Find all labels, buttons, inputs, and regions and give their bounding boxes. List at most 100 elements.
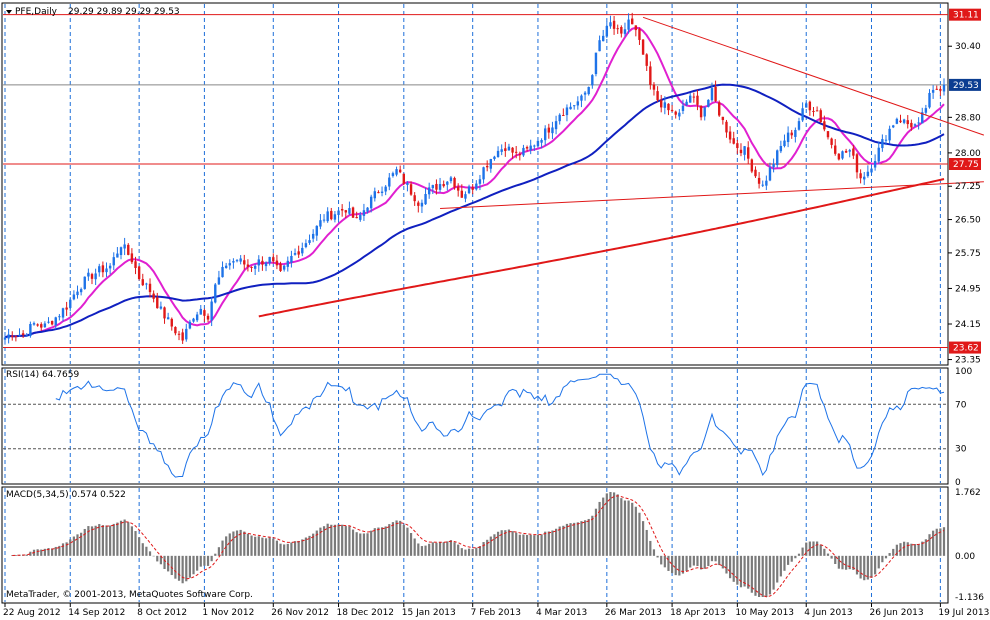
candle-body — [152, 293, 155, 299]
candle-body — [431, 185, 435, 189]
macd-bar — [758, 555, 761, 597]
candle-body — [268, 256, 271, 264]
vertical-grid — [4, 4, 941, 602]
candle-body — [192, 318, 195, 322]
macd-bar — [341, 524, 344, 556]
macd-bar — [554, 528, 558, 556]
price-panel[interactable] — [1, 2, 949, 366]
y-tick-label: 25.75 — [955, 249, 981, 259]
candle-body — [902, 119, 906, 123]
trendlines — [440, 16, 985, 209]
macd-bar — [435, 542, 438, 556]
candle-body — [830, 138, 833, 145]
last-price-label: 29.53 — [953, 81, 979, 91]
candle-body — [195, 314, 199, 321]
candle-body — [525, 147, 529, 149]
macd-bar — [471, 549, 474, 556]
price-level-label: 27.75 — [953, 160, 979, 170]
last-price-flag — [949, 78, 981, 91]
macd-bar — [377, 527, 380, 556]
candle-body — [235, 260, 239, 262]
macd-bar — [301, 539, 304, 556]
candle-body — [685, 101, 688, 106]
x-tick-label: 26 Jun 2013 — [869, 608, 923, 618]
macd-bar — [116, 522, 119, 556]
macd-bar — [275, 540, 279, 556]
macd-bar — [620, 498, 623, 556]
macd-bar — [587, 518, 590, 556]
candle-body — [420, 202, 424, 207]
macd-bar — [217, 547, 221, 556]
candle-body — [942, 84, 946, 92]
macd-panel[interactable] — [1, 486, 949, 604]
macd-bar — [87, 526, 90, 556]
macd-bar — [51, 548, 54, 556]
macd-bar — [736, 555, 739, 585]
candle-body — [605, 25, 609, 37]
candle-body — [623, 29, 627, 34]
macd-bar — [391, 522, 395, 556]
rsi-panel[interactable] — [1, 367, 949, 485]
candle-body — [315, 225, 318, 236]
candle-body — [855, 154, 859, 173]
candle-body — [351, 207, 355, 218]
candle-body — [449, 177, 453, 182]
macd-bar — [536, 534, 540, 556]
candle-body — [924, 108, 928, 113]
candle-body — [939, 89, 942, 91]
candle-body — [181, 332, 184, 341]
macd-bar — [565, 523, 569, 556]
candle-body — [540, 139, 543, 143]
macd-bar — [787, 555, 790, 565]
macd-bar — [14, 555, 17, 556]
x-tick-label: 1 Nov 2012 — [202, 608, 254, 618]
candle-body — [870, 168, 873, 173]
macd-bar — [348, 526, 351, 556]
candle-body — [246, 264, 250, 267]
candle-body — [224, 265, 228, 268]
candle-body — [906, 120, 909, 125]
macd-bar — [402, 524, 405, 556]
macd-bar — [634, 506, 637, 556]
candle-body — [308, 240, 311, 243]
candle-body — [406, 182, 409, 185]
macd-bar — [942, 527, 946, 556]
candle-body — [627, 19, 630, 30]
macd-bar — [591, 515, 594, 556]
candle-body — [261, 260, 264, 265]
macd-bar — [797, 553, 801, 556]
candle-body — [757, 177, 761, 184]
candle-body — [587, 86, 590, 95]
macd-bar — [286, 543, 289, 556]
macd-bar — [569, 523, 572, 556]
ma-50-line — [4, 83, 945, 339]
candle-body — [656, 91, 659, 101]
macd-bar — [438, 541, 442, 556]
candle-body — [554, 121, 558, 130]
candle-body — [931, 89, 935, 93]
candle-body — [518, 154, 522, 156]
trendline[interactable] — [440, 181, 984, 209]
dropdown-arrow-icon[interactable] — [6, 10, 12, 14]
macd-bar — [812, 541, 815, 556]
macd-bar — [681, 555, 685, 574]
macd-bar — [210, 555, 213, 562]
macd-bar — [504, 530, 507, 556]
macd-bar — [573, 522, 576, 556]
candle-body — [718, 102, 721, 116]
trendline[interactable] — [642, 16, 985, 136]
price-axis: 30.40 28.80 28.00 27.25 26.50 25.75 24.95 24.15… — [948, 42, 981, 366]
candle-body — [739, 149, 743, 154]
macd-bar — [159, 555, 162, 565]
macd-bar — [330, 524, 333, 556]
candle-body — [290, 255, 293, 263]
macd-bar — [837, 555, 840, 569]
macd-bar — [192, 555, 195, 575]
candle-body — [917, 122, 920, 124]
price-level-label: 31.11 — [953, 11, 979, 21]
macd-bar — [254, 536, 257, 556]
macd-bar — [453, 542, 456, 556]
macd-bar — [61, 543, 65, 556]
macd-bar — [663, 555, 666, 568]
